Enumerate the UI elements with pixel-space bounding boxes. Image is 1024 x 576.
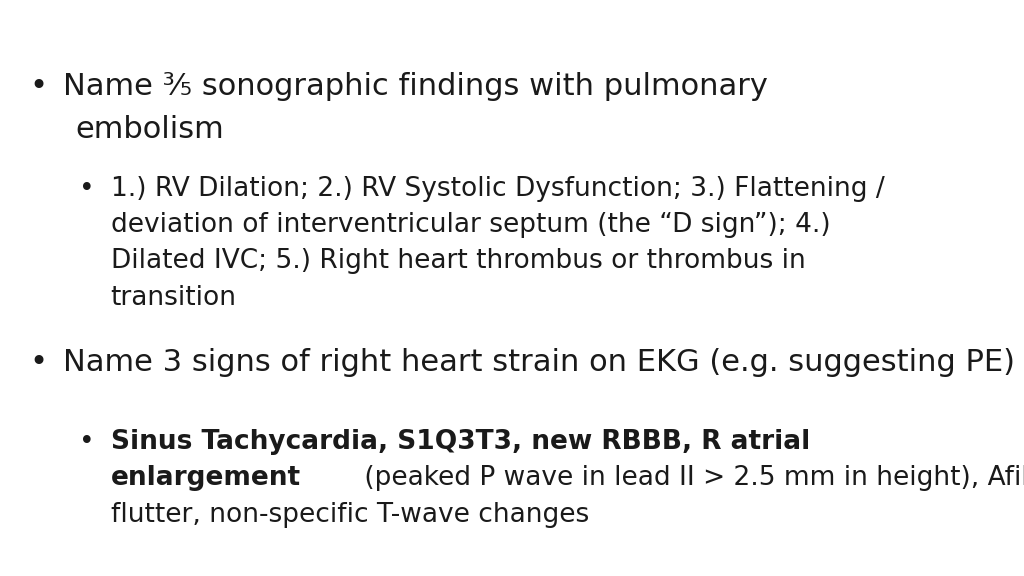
Text: •: •	[30, 348, 48, 377]
Text: •: •	[79, 176, 95, 202]
Text: Dilated IVC; 5.) Right heart thrombus or thrombus in: Dilated IVC; 5.) Right heart thrombus or…	[111, 248, 805, 274]
Text: 1.) RV Dilation; 2.) RV Systolic Dysfunction; 3.) Flattening /: 1.) RV Dilation; 2.) RV Systolic Dysfunc…	[111, 176, 885, 202]
Text: Sinus Tachycardia, S1Q3T3, new RBBB, R atrial: Sinus Tachycardia, S1Q3T3, new RBBB, R a…	[111, 429, 810, 455]
Text: Name ³⁄₅ sonographic findings with pulmonary: Name ³⁄₅ sonographic findings with pulmo…	[63, 72, 768, 101]
Text: Name 3 signs of right heart strain on EKG (e.g. suggesting PE): Name 3 signs of right heart strain on EK…	[63, 348, 1016, 377]
Text: •: •	[79, 429, 95, 455]
Text: (peaked P wave in lead II > 2.5 mm in height), Afib or: (peaked P wave in lead II > 2.5 mm in he…	[356, 465, 1024, 491]
Text: flutter, non-specific T-wave changes: flutter, non-specific T-wave changes	[111, 502, 589, 528]
Text: embolism: embolism	[76, 115, 224, 144]
Text: transition: transition	[111, 285, 237, 310]
Text: deviation of interventricular septum (the “D sign”); 4.): deviation of interventricular septum (th…	[111, 212, 830, 238]
Text: •: •	[30, 72, 48, 101]
Text: enlargement: enlargement	[111, 465, 301, 491]
